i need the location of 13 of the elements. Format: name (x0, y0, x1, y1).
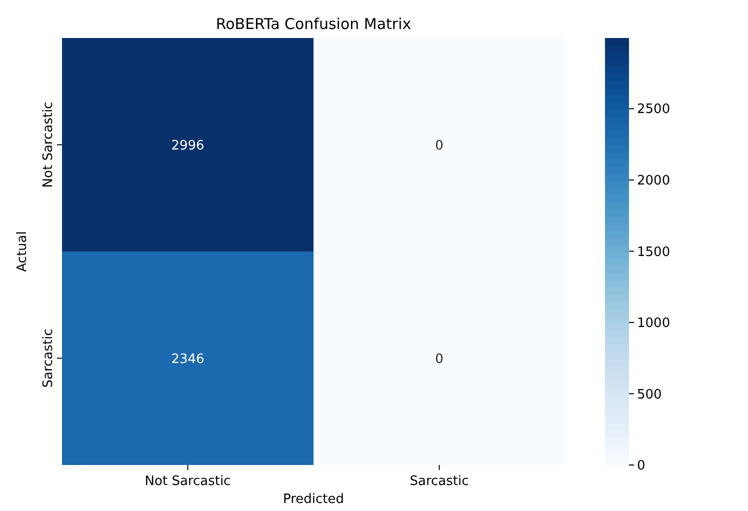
color-bar-label: 2500 (637, 102, 670, 118)
x-axis-title: Predicted (282, 492, 344, 507)
color-bar-label: 1500 (637, 244, 670, 260)
color-bar-label: 500 (637, 387, 662, 402)
color-bar-label: 0 (637, 458, 646, 474)
data-label: 0 (435, 352, 444, 367)
color-bar-label: 1000 (637, 316, 670, 332)
data-label: 2346 (171, 352, 204, 367)
y-axis-title: Actual (15, 231, 30, 272)
data-label: 2996 (171, 138, 204, 154)
color-bar-label: 2000 (637, 174, 670, 189)
chart-title: RoBERTa Confusion Matrix (216, 15, 412, 33)
data-label: 0 (435, 138, 444, 154)
